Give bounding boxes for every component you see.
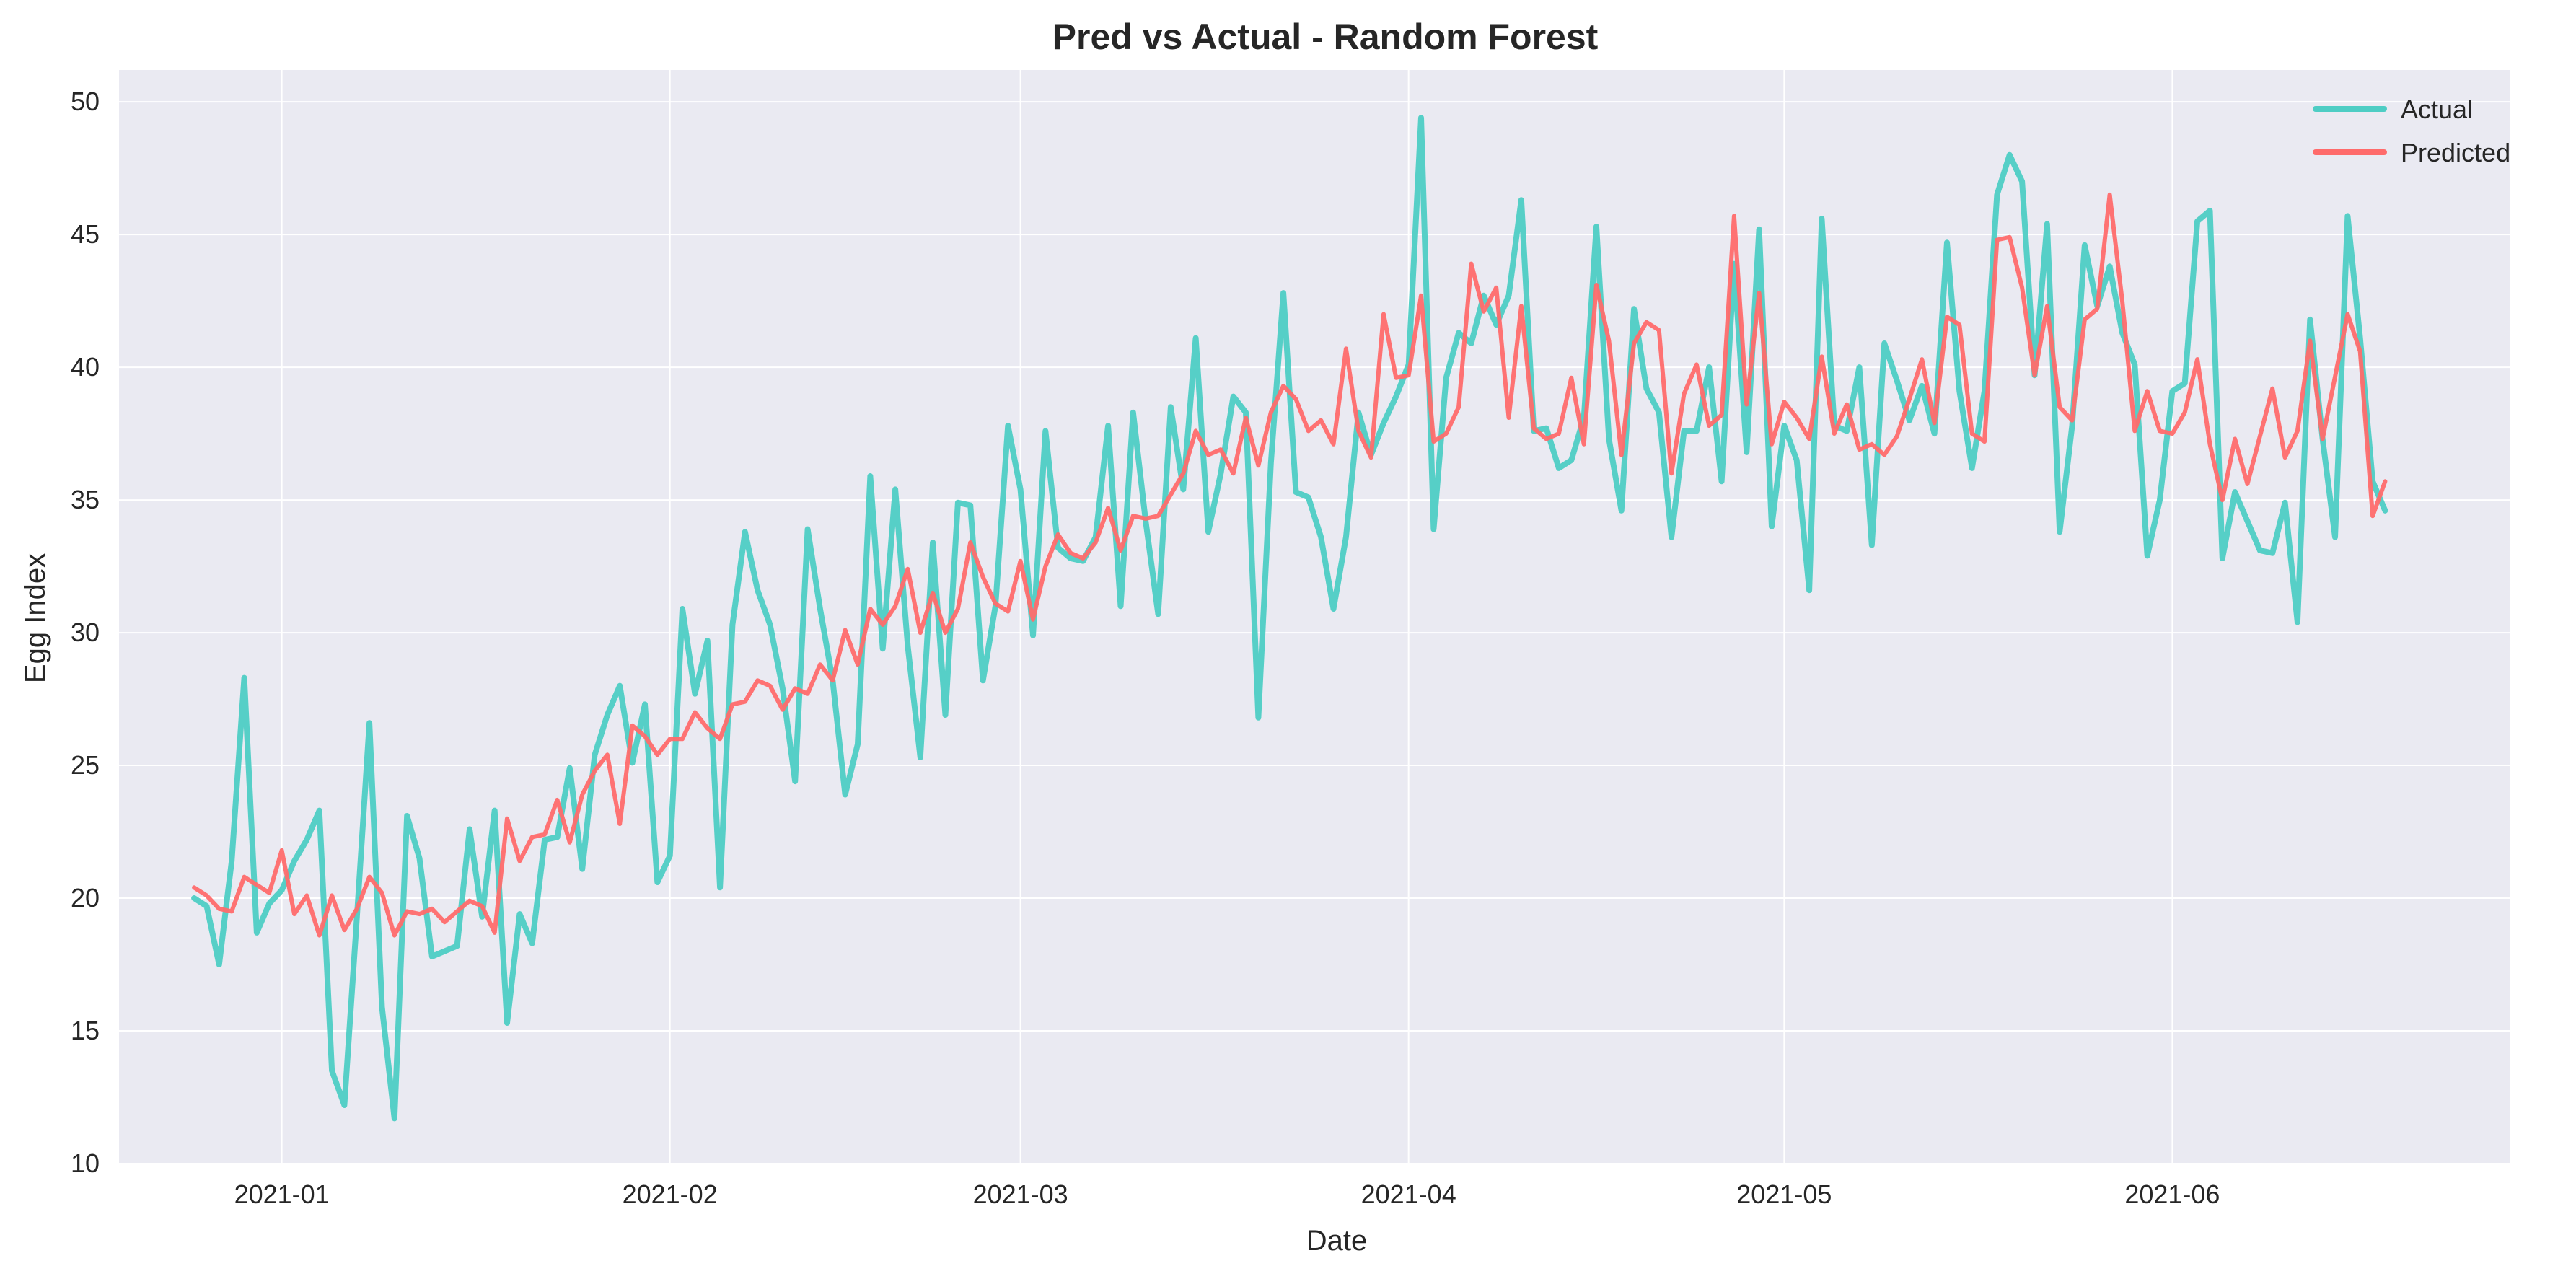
y-tick-label: 20 — [71, 883, 100, 913]
y-tick-label: 50 — [71, 87, 100, 116]
chart-title: Pred vs Actual - Random Forest — [1052, 17, 1599, 57]
y-tick-label: 10 — [71, 1148, 100, 1178]
x-tick-label: 2021-06 — [2124, 1179, 2220, 1209]
x-tick-label: 2021-01 — [234, 1179, 330, 1209]
series-lines — [191, 115, 2388, 1122]
legend-label-predicted: Predicted — [2401, 138, 2510, 167]
legend-label-actual: Actual — [2401, 95, 2473, 124]
plot-area — [119, 70, 2510, 1164]
y-tick-labels: 10 15 20 25 30 35 40 45 50 — [71, 87, 100, 1178]
y-axis-label: Egg Index — [19, 553, 51, 683]
legend: Actual Predicted — [2313, 95, 2510, 167]
x-tick-labels: 2021-01 2021-02 2021-03 2021-04 2021-05 2021-… — [234, 1179, 2220, 1209]
y-tick-label: 45 — [71, 219, 100, 249]
x-axis-label: Date — [1306, 1225, 1368, 1257]
series-line-predicted — [192, 192, 2388, 938]
x-tick-label: 2021-04 — [1361, 1179, 1456, 1209]
grid-lines — [119, 70, 2510, 1164]
y-tick-label: 30 — [71, 617, 100, 647]
y-tick-label: 25 — [71, 750, 100, 780]
y-tick-label: 40 — [71, 352, 100, 382]
series-line-actual — [191, 115, 2388, 1122]
y-tick-label: 15 — [71, 1016, 100, 1045]
x-tick-label: 2021-05 — [1736, 1179, 1832, 1209]
y-tick-label: 35 — [71, 485, 100, 514]
x-tick-label: 2021-03 — [973, 1179, 1068, 1209]
x-tick-label: 2021-02 — [623, 1179, 718, 1209]
